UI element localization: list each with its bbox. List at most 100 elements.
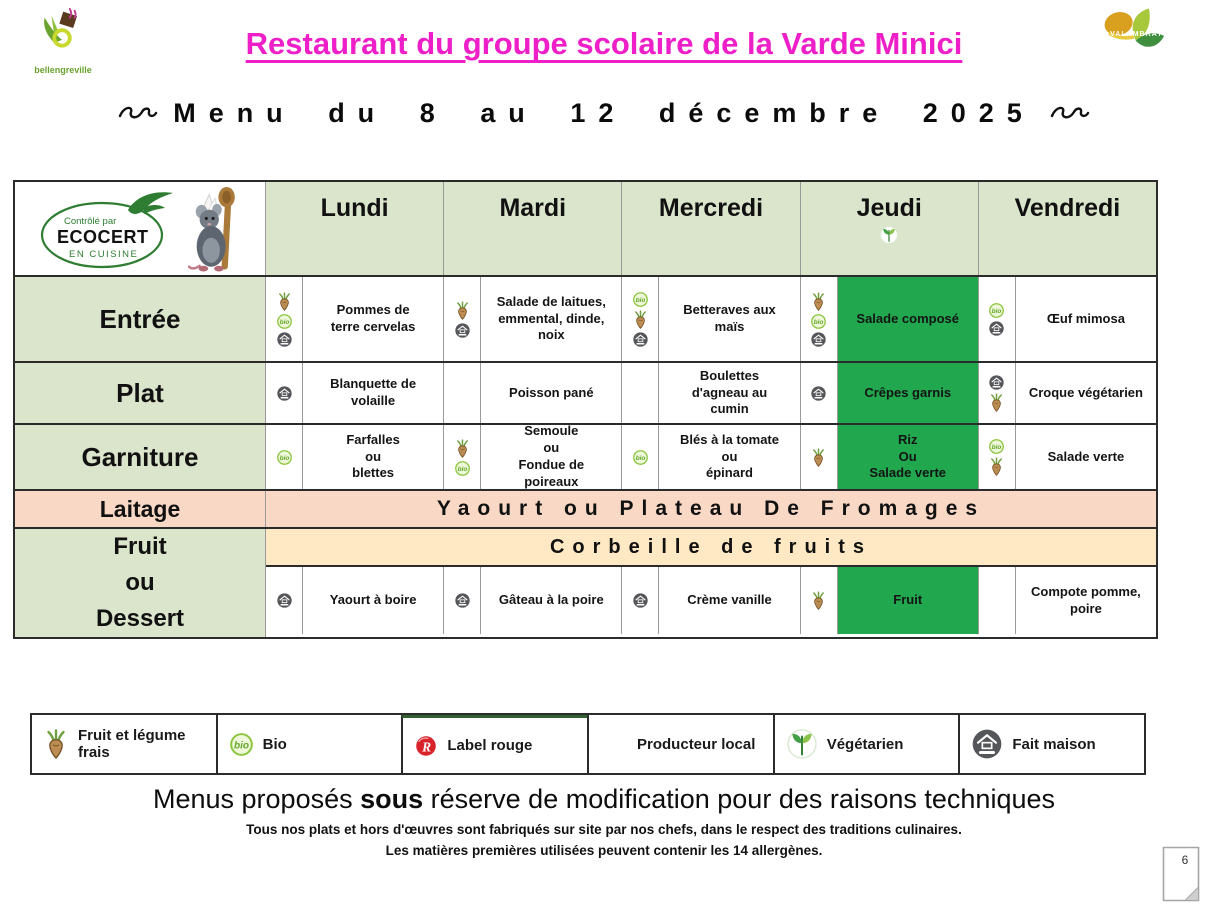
legend-label: Label rouge xyxy=(447,737,533,754)
fruit-icon xyxy=(44,729,68,759)
dish-text: Salade de laitues, emmental, dinde, noix xyxy=(496,293,606,343)
dish-text: Fruit xyxy=(837,567,978,634)
menu-cell-entree-mercredi: bio Betteraves aux maïs xyxy=(621,277,799,361)
menu-cell-plat-vendredi: Croque végétarien xyxy=(977,363,1156,423)
menu-cell-entree-jeudi: bio Salade composé xyxy=(799,277,978,361)
svg-text:bio: bio xyxy=(635,297,645,304)
fruit-icon xyxy=(455,438,470,458)
dish-text: Pommes de terre cervelas xyxy=(330,302,416,334)
menu-cell-garniture-vendredi: bio Salade verte xyxy=(977,425,1156,489)
legend-item-fait-maison: Fait maison xyxy=(958,715,1144,773)
fruit-dessert-columns: Corbeille de fruits Yaourt à boire Gâtea… xyxy=(265,529,1156,637)
legend-label: Fruit et légume frais xyxy=(78,727,186,761)
icon-strip xyxy=(622,363,660,423)
dish-text: Croque végétarien xyxy=(1028,384,1143,400)
icon-strip xyxy=(266,363,303,423)
row-label-laitage: Laitage xyxy=(15,491,265,527)
menu-cell-garniture-lundi: bio Farfalles ou blettes xyxy=(265,425,443,489)
menu-row-laitage: Laitage Yaourt ou Plateau De Fromages xyxy=(15,489,1156,527)
footer-note-allergens: Les matières premières utilisées peuvent… xyxy=(385,843,823,858)
menu-cell-plat-lundi: Blanquette de volaille xyxy=(265,363,443,423)
fait-maison-icon xyxy=(989,374,1004,390)
menu-header-row: Contrôlé par ECOCERT EN CUISINE Lundi Mar… xyxy=(15,182,1157,275)
legend-label: Fait maison xyxy=(1012,735,1096,753)
dish-text: Boulettes d'agneau au cumin xyxy=(691,367,768,417)
bellengreville-logo: bellengreville xyxy=(28,6,98,75)
dish-text: Poisson pané xyxy=(509,384,594,400)
legend-item-bio: bio Bio xyxy=(215,715,402,773)
icon-strip xyxy=(800,425,838,489)
icon-strip xyxy=(266,567,303,634)
ecocert-line3: EN CUISINE xyxy=(69,249,138,260)
day-header-jeudi: Jeudi xyxy=(799,182,978,275)
icon-strip: bio xyxy=(978,425,1016,489)
page-number-icon: 6 xyxy=(1162,846,1200,907)
svg-text:bio: bio xyxy=(992,308,1002,315)
icon-strip: bio xyxy=(266,277,303,361)
dish-text: Riz Ou Salade verte xyxy=(837,425,978,489)
icon-strip xyxy=(444,277,482,361)
dish-text: Blanquette de volaille xyxy=(330,376,417,408)
bio-icon: bio xyxy=(276,313,292,329)
icon-strip xyxy=(444,567,482,634)
bio-icon: bio xyxy=(811,313,827,329)
row-label-plat: Plat xyxy=(15,363,265,423)
bio-icon: bio xyxy=(633,449,648,465)
dish-text: Farfalles ou blettes xyxy=(346,431,400,481)
menu-cell-garniture-mercredi: bio Blés à la tomate ou épinard xyxy=(621,425,799,489)
page-title: Restaurant du groupe scolaire de la Vard… xyxy=(245,26,963,61)
corbeille-banner: Corbeille de fruits xyxy=(266,529,1156,565)
ornament-swirl-left-icon xyxy=(119,106,158,118)
dish-text: Salade composé xyxy=(837,277,978,361)
day-label: Mardi xyxy=(499,194,567,222)
menu-cell-dessert-mardi: Gâteau à la poire xyxy=(443,567,621,634)
vegetarien-icon xyxy=(880,226,899,244)
icon-strip xyxy=(800,567,838,634)
dish-text: Œuf mimosa xyxy=(1046,310,1125,326)
fruit-icon xyxy=(811,591,826,610)
valambray-logo-text: VALAMBRAY xyxy=(1110,30,1163,38)
ecocert-logo: Contrôlé par ECOCERT EN CUISINE xyxy=(40,191,173,268)
svg-text:bio: bio xyxy=(234,740,249,751)
menu-row-fruit-dessert: Fruit ou Dessert Corbeille de fruits Yaou… xyxy=(15,527,1156,637)
dish-text: Blés à la tomate ou épinard xyxy=(680,431,779,481)
legend-item-producteur-local: Producteur local xyxy=(587,715,773,773)
fait-maison-icon xyxy=(455,593,470,608)
menu-cell-entree-mardi: Salade de laitues, emmental, dinde, noix xyxy=(443,277,621,361)
day-header-lundi: Lundi xyxy=(265,182,444,275)
legend-item-vegetarien: Végétarien xyxy=(772,715,959,773)
legend-label: Végétarien xyxy=(826,735,904,753)
fait-maison-icon xyxy=(989,320,1004,336)
menu-week-text: Menu du 8 au 12 décembre 2025 xyxy=(173,98,1035,128)
fait-maison-icon xyxy=(633,593,648,608)
fruit-icon xyxy=(277,291,292,311)
vegetarien-icon xyxy=(786,729,817,759)
label-rouge-icon: R xyxy=(415,735,437,757)
menu-row-garniture: Garniture bio Farfalles ou blettes bio Sem… xyxy=(15,423,1156,489)
day-label: Mercredi xyxy=(658,194,764,222)
bellengreville-logo-text: bellengreville xyxy=(34,65,92,75)
menu-cell-garniture-mardi: bio Semoule ou Fondue de poireaux xyxy=(443,423,621,489)
svg-text:bio: bio xyxy=(814,319,824,326)
menu-row-dessert: Yaourt à boire Gâteau à la poire Crème v… xyxy=(266,565,1156,634)
icon-strip xyxy=(444,363,482,423)
bio-icon: bio xyxy=(229,732,253,756)
fait-maison-icon xyxy=(276,385,292,401)
legend-label: Bio xyxy=(262,735,287,753)
svg-text:bio: bio xyxy=(635,455,645,462)
ecocert-line1: Contrôlé par xyxy=(64,216,116,227)
svg-text:bio: bio xyxy=(279,319,289,326)
legend-label: Producteur local xyxy=(637,735,756,753)
dish-text: Crème vanille xyxy=(687,592,772,608)
dish-text: Gâteau à la poire xyxy=(498,592,604,608)
menu-cell-plat-mardi: Poisson pané xyxy=(443,363,621,423)
ecocert-line2: ECOCERT xyxy=(57,227,149,247)
dish-text: Semoule ou Fondue de poireaux xyxy=(518,423,585,489)
dish-text: Betteraves aux maïs xyxy=(683,302,776,334)
menu-table: Contrôlé par ECOCERT EN CUISINE Lundi Mar… xyxy=(13,180,1158,639)
dish-text: Yaourt à boire xyxy=(329,592,417,608)
svg-text:R: R xyxy=(421,739,431,754)
fruit-icon xyxy=(989,456,1004,476)
footer-disclaimer: Menus proposés sous réserve de modificat… xyxy=(152,784,1055,814)
icon-strip: bio xyxy=(978,277,1016,361)
